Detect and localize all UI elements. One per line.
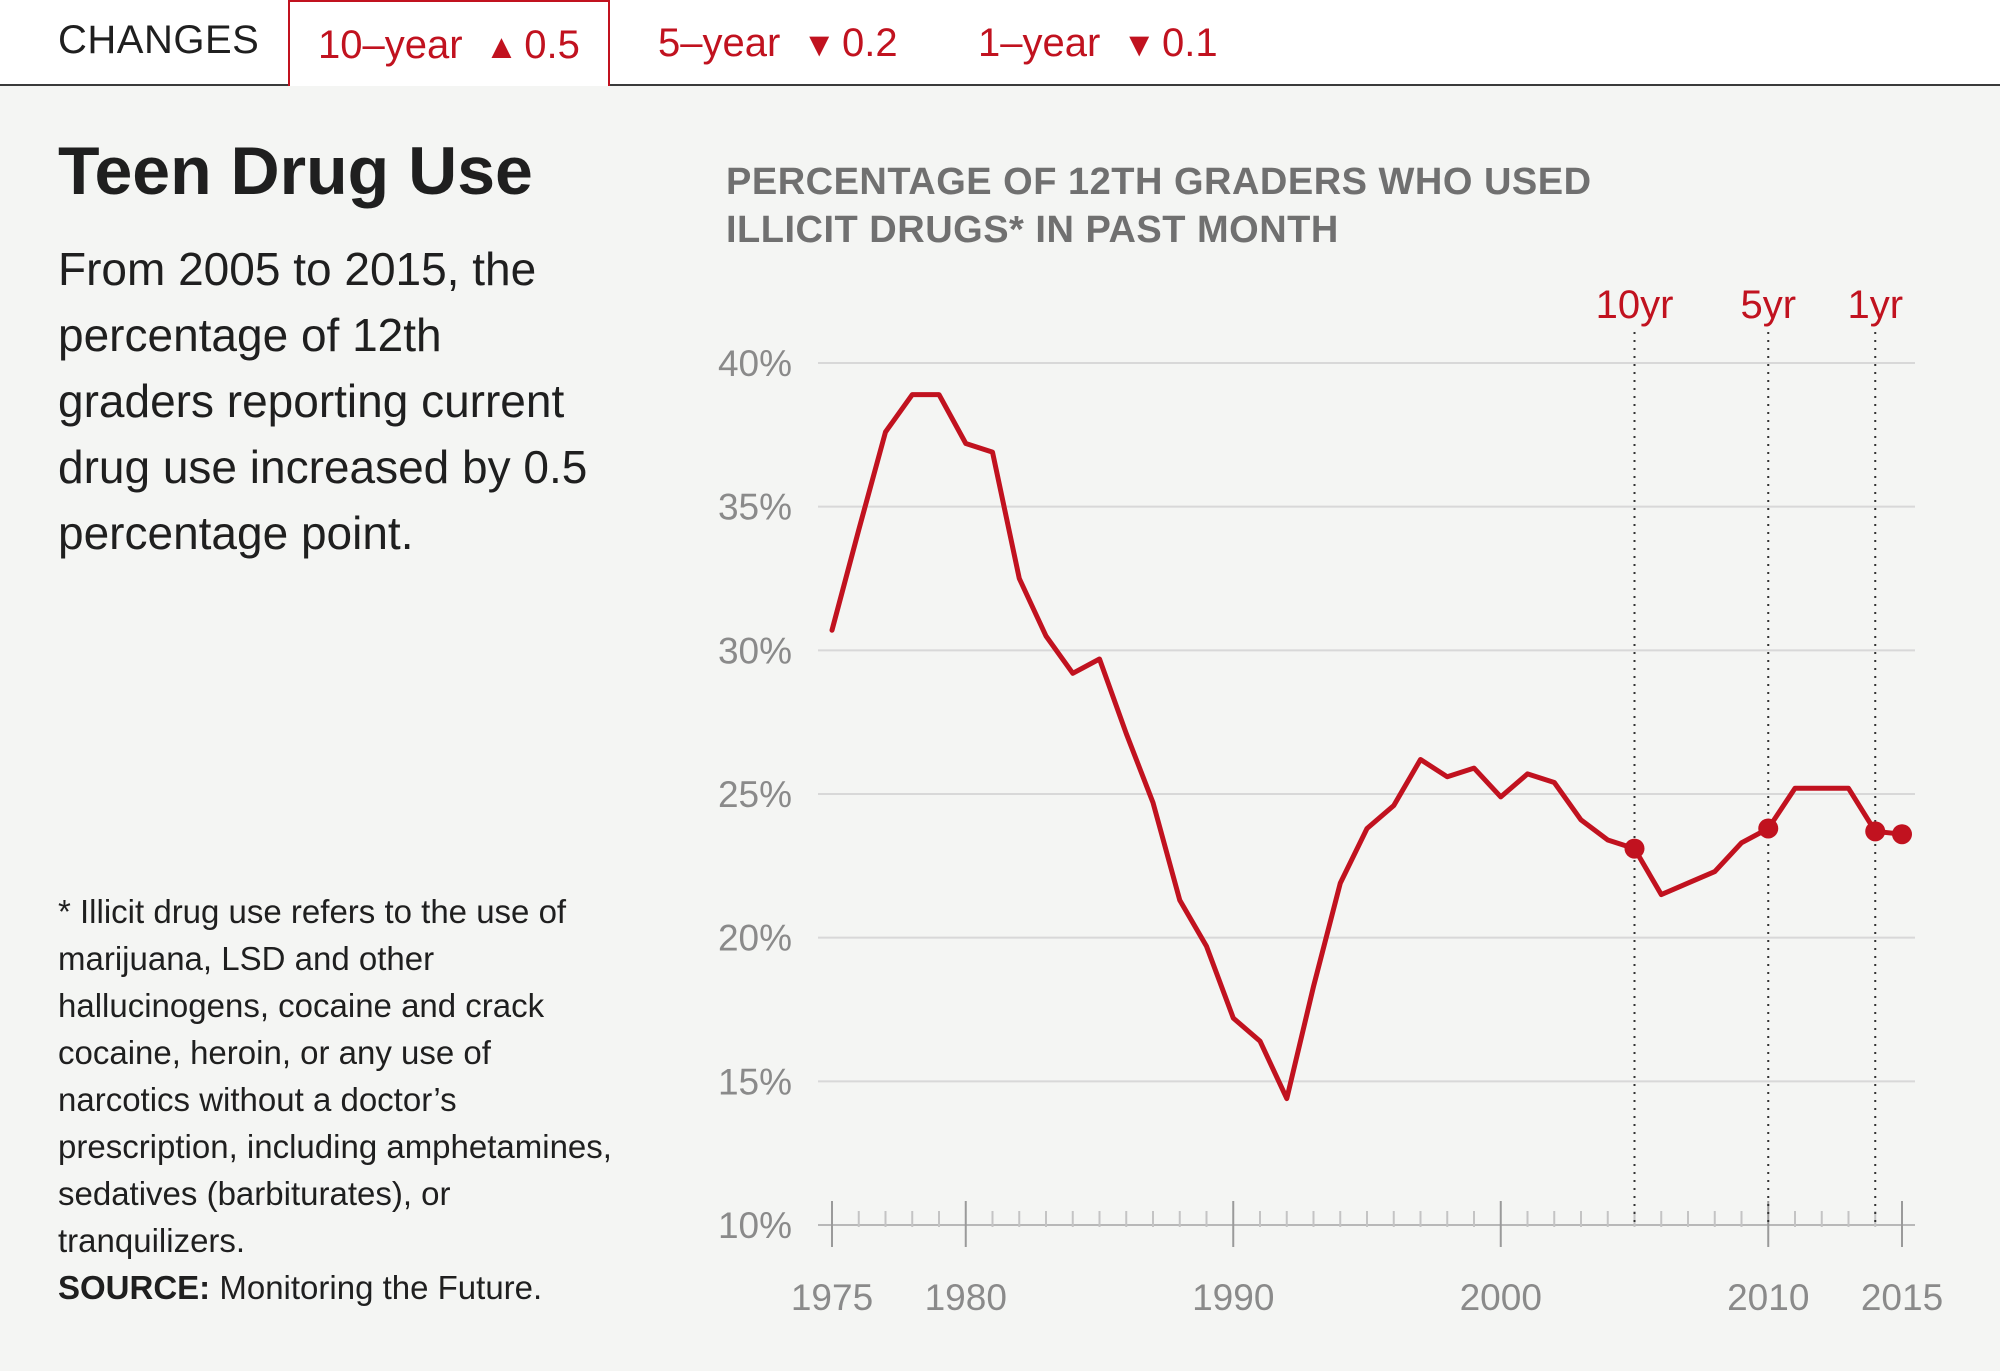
x-tick-label: 2010 <box>1727 1277 1809 1318</box>
y-tick-label: 25% <box>718 774 792 815</box>
page-title: Teen Drug Use <box>58 133 533 209</box>
summary-text: From 2005 to 2015, the percentage of 12t… <box>58 243 588 559</box>
y-tick-label: 15% <box>718 1061 792 1102</box>
tab-5-year-label: 5–year <box>658 21 781 65</box>
tab-1-year-value: 0.1 <box>1161 21 1218 65</box>
source-label: SOURCE: <box>58 1269 211 1306</box>
triangle-down-icon: ▼ <box>1122 26 1156 64</box>
y-tick-label: 20% <box>718 918 792 959</box>
triangle-down-icon: ▼ <box>802 26 836 64</box>
x-tick-label: 2015 <box>1861 1277 1943 1318</box>
chart-title: PERCENTAGE OF 12TH GRADERS WHO USED ILLI… <box>726 161 1592 251</box>
footnote-text: * Illicit drug use refers to the use of … <box>58 893 612 1259</box>
marker-label: 5yr <box>1740 283 1796 327</box>
changes-tab-bar: CHANGES 10–year ▲ 0.5 5–year ▼ 0.2 1–year ▼ 0.… <box>0 0 2000 86</box>
triangle-up-icon: ▲ <box>484 28 519 66</box>
tab-1-year[interactable]: 1–year ▼ 0.1 <box>978 0 1218 86</box>
x-tick-label: 2000 <box>1460 1277 1542 1318</box>
tab-10-year-label: 10–year <box>318 23 463 67</box>
y-tick-label: 10% <box>718 1205 792 1246</box>
tab-10-year-value: 0.5 <box>524 23 580 67</box>
marker-point <box>1865 821 1886 842</box>
source-text: Monitoring the Future. <box>210 1269 543 1306</box>
x-tick-label: 1975 <box>791 1277 873 1318</box>
tab-5-year[interactable]: 5–year ▼ 0.2 <box>658 0 898 86</box>
tab-5-year-value: 0.2 <box>841 21 898 65</box>
marker-label: 10yr <box>1596 283 1674 327</box>
x-tick-label: 1980 <box>925 1277 1007 1318</box>
series-line <box>829 392 1905 1102</box>
y-tick-label: 35% <box>718 487 792 528</box>
tab-10-year[interactable]: 10–year ▲ 0.5 <box>288 0 610 86</box>
marker-point <box>1624 838 1645 859</box>
marker-point <box>1758 818 1779 839</box>
y-tick-label: 40% <box>718 343 792 384</box>
marker-label: 1yr <box>1847 283 1903 327</box>
y-tick-label: 30% <box>718 630 792 671</box>
footnote: * Illicit drug use refers to the use of … <box>58 888 618 1311</box>
tab-1-year-label: 1–year <box>978 21 1101 65</box>
endpoint-point <box>1892 824 1912 845</box>
changes-heading: CHANGES <box>58 18 260 62</box>
x-tick-label: 1990 <box>1192 1277 1274 1318</box>
